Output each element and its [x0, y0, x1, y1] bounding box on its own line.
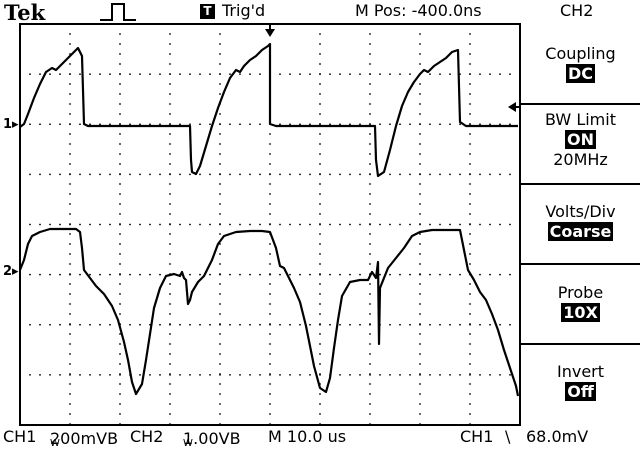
status-bar: Tek T Trig'd M Pos: -400.0ns CH2 [0, 0, 640, 25]
ch2-ground-marker: 2▸ [3, 264, 19, 279]
graticule-dots [19, 23, 521, 425]
menu-probe-value: 10X [561, 303, 600, 322]
side-menu: Coupling DC BW Limit ON 20MHz Volts/Div … [521, 24, 640, 424]
menu-volts-div-title: Volts/Div [545, 202, 616, 221]
menu-volts-div[interactable]: Volts/Div Coarse [521, 202, 640, 242]
ch2-trace [18, 227, 520, 397]
horizontal-position: M Pos: -400.0ns [355, 1, 482, 20]
ch1-trace [19, 42, 518, 178]
ch2-label: CH2 [130, 427, 164, 446]
trigger-source: CH1 [460, 427, 494, 446]
menu-channel-title: CH2 [560, 1, 594, 20]
trigger-icon: T [200, 4, 215, 19]
trigger-slope-icon: \ [505, 427, 511, 446]
acquire-pulse-icon [100, 3, 136, 21]
menu-probe[interactable]: Probe 10X [521, 283, 640, 323]
trigger-status: T Trig'd [200, 1, 265, 20]
menu-bw-limit-value: ON [565, 130, 596, 149]
menu-coupling-title: Coupling [545, 44, 616, 63]
brand-logo: Tek [4, 0, 46, 25]
timebase: M 10.0 us [268, 427, 347, 446]
menu-invert[interactable]: Invert Off [521, 362, 640, 402]
trigger-level-marker [508, 102, 516, 112]
trigger-status-text: Trig'd [222, 1, 266, 20]
menu-bw-limit-extra: 20MHz [553, 150, 608, 169]
ch2-scale: 1.00VB W [183, 429, 241, 449]
ch1-scale: 200mVB W [50, 429, 119, 449]
menu-probe-title: Probe [557, 283, 604, 302]
menu-bw-limit-title: BW Limit [545, 110, 616, 129]
ch1-ground-marker: 1▸ [3, 117, 19, 132]
menu-coupling[interactable]: Coupling DC [521, 44, 640, 84]
menu-invert-value: Off [565, 382, 596, 401]
menu-volts-div-value: Coarse [547, 222, 614, 241]
trigger-level: 68.0mV [526, 427, 589, 446]
trigger-position-marker [265, 29, 275, 37]
menu-coupling-value: DC [565, 64, 596, 83]
menu-bw-limit[interactable]: BW Limit ON 20MHz [521, 110, 640, 170]
menu-dividers [521, 103, 640, 345]
scale-readout-bar: CH1 200mVB W CH2 1.00VB W M 10.0 us CH1 \ … [0, 425, 640, 449]
menu-invert-title: Invert [556, 362, 605, 381]
ch1-label: CH1 [3, 427, 37, 446]
